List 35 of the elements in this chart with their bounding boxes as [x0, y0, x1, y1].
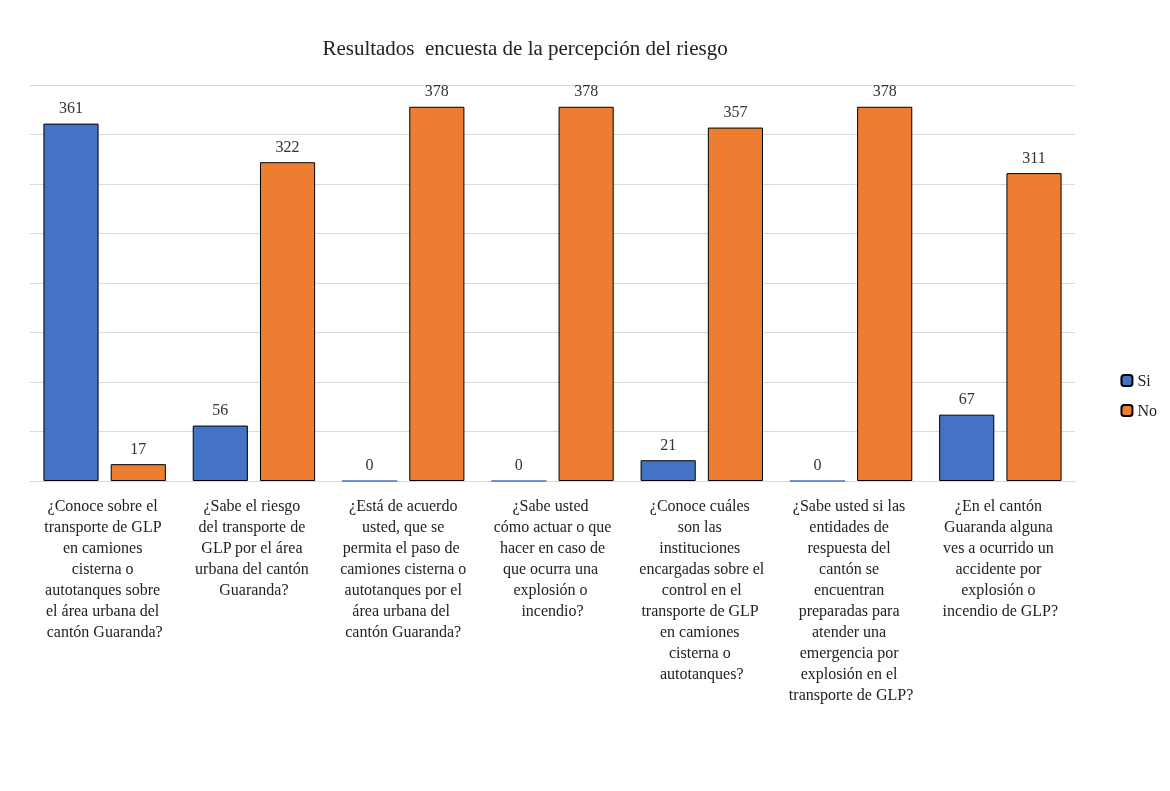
legend-label: No	[1137, 402, 1158, 419]
bar	[110, 464, 166, 481]
bar	[939, 414, 995, 481]
data-label: 378	[424, 82, 449, 100]
bar	[259, 162, 316, 481]
chart-title: Resultados encuesta de la percepción del riesgo	[322, 35, 728, 60]
data-label: 0	[813, 456, 822, 473]
bar	[707, 127, 763, 481]
legend-label: Si	[1137, 372, 1152, 389]
bar	[192, 425, 248, 481]
category-label: ¿Conoce cuáles son las instituciones encargadas sobre el control en el transporte de GLP en camiones cisterna o autotanques?	[639, 497, 765, 682]
bar	[558, 106, 614, 481]
data-label: 67	[958, 390, 975, 408]
data-label: 17	[130, 439, 147, 457]
data-label: 378	[574, 82, 599, 100]
x-tick-label: ¿Conoce sobre el transporte de GLP en camiones cisterna o autotanques sobre el área urbana del cantón Guaranda?	[44, 497, 165, 640]
data-label: 357	[723, 103, 748, 121]
x-tick-label: ¿Sabe el riesgo del transporte de GLP por el área urbana del cantón Guaranda?	[195, 497, 313, 598]
bar	[43, 123, 99, 481]
bar	[640, 460, 696, 481]
category-label: ¿Sabe usted si las entidades de respuesta del cantón se encuentran preparadas para atender una emergencia por explosión en el transporte de GLP?	[788, 497, 914, 703]
x-tick-label: ¿Sabe usted cómo actuar o que hacer en caso de que ocurra una explosión o incendio?	[493, 497, 612, 619]
data-label: 21	[660, 435, 677, 453]
bar	[1006, 173, 1062, 481]
data-label: 0	[365, 456, 374, 473]
data-label: 361	[59, 99, 84, 117]
bar	[409, 106, 465, 481]
data-label: 0	[514, 456, 523, 473]
bar	[857, 106, 913, 481]
data-label: 378	[872, 82, 897, 100]
data-label: 311	[1022, 148, 1046, 166]
data-label: 322	[275, 137, 300, 155]
x-tick-label: ¿Está de acuerdo usted, que se permita el paso de camiones cisterna o autotanques por el área urbana del cantón Guaranda?	[340, 497, 467, 640]
data-label: 56	[212, 401, 229, 419]
x-tick-label: ¿En el cantón Guaranda alguna ves a ocurrido un accidente por explosión o incendio de GLP?	[942, 497, 1059, 619]
